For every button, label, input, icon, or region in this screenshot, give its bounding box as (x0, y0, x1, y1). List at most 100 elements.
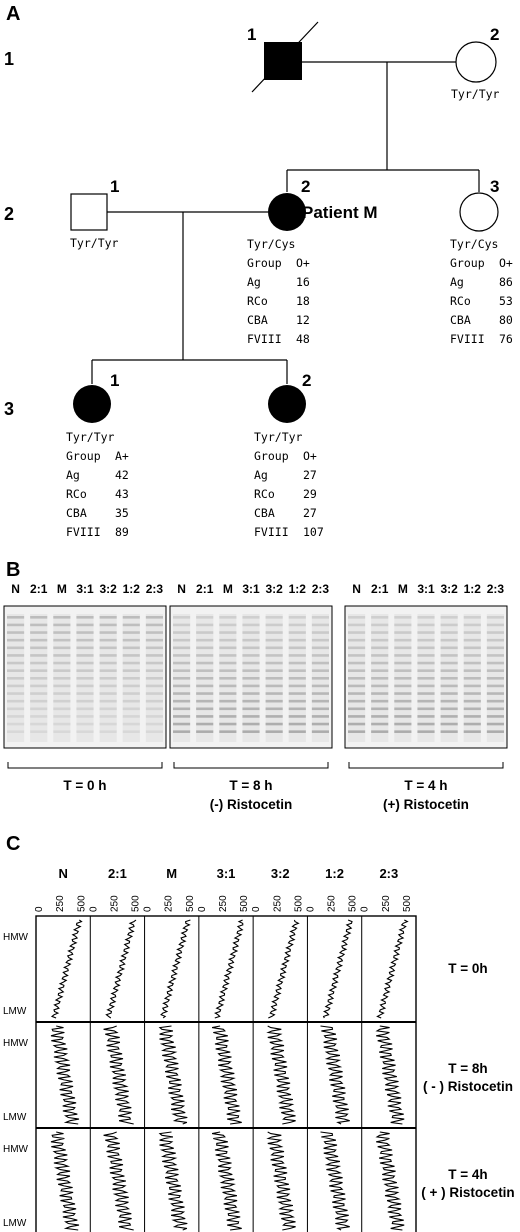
densitometry-column-label: M (166, 866, 177, 881)
densitometry-trace (160, 919, 191, 1019)
lab-value: 53 (499, 294, 513, 308)
densitometry-tick-label: 500 (402, 895, 413, 912)
gel-lane-label: 1:2 (464, 582, 482, 596)
gen3-daughter1-number: 1 (110, 371, 119, 390)
densitometry-trace (50, 919, 83, 1019)
daughter1-genotype: Tyr/Tyr (66, 430, 115, 444)
lab-key: Group (66, 449, 101, 463)
gel-lane-label: 2:1 (371, 582, 389, 596)
lmw-label: LMW (3, 1112, 27, 1123)
generation-label-2: 2 (4, 204, 14, 224)
gel-lane-label: 2:1 (196, 582, 214, 596)
densitometry-tick-label: 250 (55, 895, 66, 912)
densitometry-row-labels: T = 0h T = 8h ( - ) Ristocetin T = 4h ( + ) … (421, 961, 514, 1200)
gel-lane-label: N (11, 582, 20, 596)
gel-lane-label: 3:1 (76, 582, 94, 596)
daughter2-genotype: Tyr/Tyr (254, 430, 303, 444)
densitometry-trace (211, 1131, 242, 1231)
densitometry-row-label: T = 0h (448, 961, 487, 976)
gel-lane-label: M (398, 582, 408, 596)
lab-key: Ag (66, 468, 80, 482)
densitometry-grid (35, 915, 417, 1232)
gel-lane (173, 614, 191, 742)
gel-lane (311, 614, 329, 742)
gen1-mother-genotype: Tyr/Tyr (451, 87, 500, 101)
densitometry-trace (375, 1025, 405, 1125)
gel-lane-label: 3:1 (242, 582, 260, 596)
lab-key: CBA (254, 506, 275, 520)
densitometry-trace (103, 1025, 134, 1125)
gel-caption: T = 4 h (404, 778, 447, 793)
generation-label-3: 3 (4, 399, 14, 419)
lab-value: 76 (499, 332, 513, 346)
lab-value: 48 (296, 332, 310, 346)
gel-image (3, 605, 167, 749)
densitometry-tick-label: 0 (197, 906, 208, 912)
gel-lane-label: 1:2 (289, 582, 307, 596)
densitometry-tick-label: 500 (293, 895, 304, 912)
gel-bracket (348, 762, 504, 769)
densitometry-row-label-sub: ( + ) Ristocetin (421, 1185, 514, 1200)
gel-caption: T = 8 h (229, 778, 272, 793)
densitometry-trace (211, 1025, 242, 1125)
gel-lane-label: N (177, 582, 186, 596)
gen2-sister-number: 3 (490, 177, 499, 196)
lab-value: O+ (499, 256, 513, 270)
densitometry-row-label: T = 8h (448, 1061, 487, 1076)
gel-lane (145, 614, 163, 742)
gel-lane (265, 614, 283, 742)
lab-value: 80 (499, 313, 513, 327)
densitometry-panel: C N 2:1 M 3:1 3:2 1:2 2:3 0 250 500 0 250 500 0 250 50… (3, 833, 515, 1232)
densitometry-trace (266, 1131, 296, 1231)
gel-lane (219, 614, 237, 742)
densitometry-frame (35, 915, 417, 1232)
densitometry-trace (50, 1131, 80, 1231)
densitometry-tick-label: 250 (109, 895, 120, 912)
densitometry-trace (158, 1025, 188, 1125)
densitometry-tick-label: 250 (272, 895, 283, 912)
lab-key: Ag (247, 275, 261, 289)
gel-lane-label: M (223, 582, 233, 596)
densitometry-tick-label: 0 (360, 906, 371, 912)
lab-key: RCo (66, 487, 87, 501)
densitometry-column-labels: N 2:1 M 3:1 3:2 1:2 2:3 (58, 866, 398, 881)
lab-key: RCo (254, 487, 275, 501)
densitometry-row-label: T = 4h (448, 1167, 487, 1182)
panel-label-b: B (6, 559, 20, 581)
panel-label-a: A (6, 3, 20, 25)
lab-value: 107 (303, 525, 324, 539)
gel-lane-label: 3:2 (440, 582, 458, 596)
sister-lab-values: Tyr/Cys Group O+ Ag 86 RCo 53 CBA 80 FVI… (450, 237, 513, 346)
pedigree-panel: A 1 2 3 1 2 Tyr/Tyr 1 Tyr/Tyr 2 Patient … (4, 3, 513, 539)
lab-key: CBA (247, 313, 268, 327)
lab-value: 18 (296, 294, 310, 308)
gel-lane (99, 614, 117, 742)
lmw-label: LMW (3, 1006, 27, 1017)
gel-bracket (7, 762, 163, 769)
gel-lane (196, 614, 214, 742)
densitometry-column-label: 1:2 (325, 866, 344, 881)
gel-lane (76, 614, 94, 742)
gel-lane-label: 2:3 (487, 582, 505, 596)
densitometry-trace (158, 1131, 188, 1231)
densitometry-trace (50, 1025, 80, 1125)
densitometry-tick-label: 250 (327, 895, 338, 912)
hmw-label: HMW (3, 932, 29, 943)
hmw-label: HMW (3, 1038, 29, 1049)
lab-key: FVIII (247, 332, 282, 346)
lab-key: RCo (450, 294, 471, 308)
panel-label-c: C (6, 833, 20, 855)
gel-lane-label: 3:1 (417, 582, 435, 596)
gel-image (169, 605, 333, 749)
deceased-slash (251, 21, 319, 93)
gel-lane-label: N (352, 582, 361, 596)
gel-lane-label: 3:2 (265, 582, 283, 596)
lab-key: CBA (66, 506, 87, 520)
gel-lane-labels: N 2:1 M 3:1 3:2 1:2 2:3 N 2:1 M 3:1 3:2 1:2 2:3 N 2:1 M 3… (11, 582, 504, 596)
lab-value: 29 (303, 487, 317, 501)
densitometry-tick-label: 250 (381, 895, 392, 912)
lab-key: CBA (450, 313, 471, 327)
lab-value: 27 (303, 468, 317, 482)
unaffected-female-symbol (455, 41, 497, 83)
densitometry-column-label: 2:3 (379, 866, 398, 881)
